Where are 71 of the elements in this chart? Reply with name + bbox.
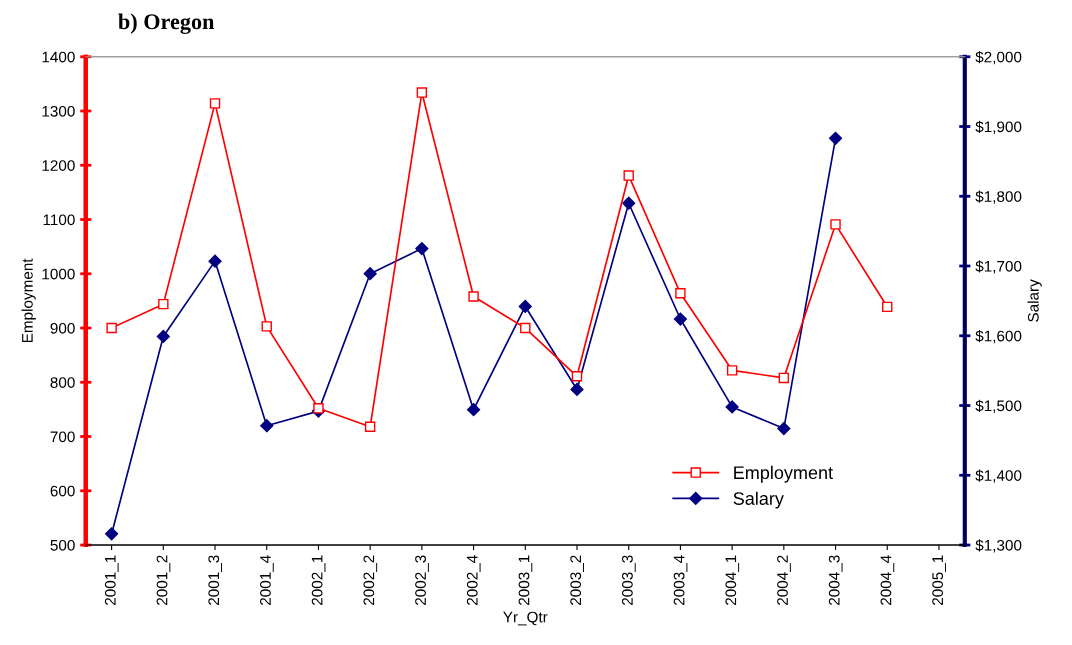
legend-label: Salary — [733, 491, 784, 509]
point — [260, 419, 274, 433]
y2-tick-label: $1,900 — [975, 120, 1022, 134]
point — [623, 170, 634, 181]
x-tick-label: 2004_3 — [828, 555, 843, 605]
y2-tick-label: $1,600 — [975, 329, 1022, 344]
point — [518, 299, 532, 314]
x-tick-label: 2003_3 — [621, 555, 636, 605]
point — [158, 298, 169, 310]
point — [363, 267, 377, 281]
point — [209, 98, 221, 109]
point — [106, 322, 117, 334]
point — [725, 400, 739, 414]
y-tick-label: 1300 — [42, 105, 75, 117]
x-tick-label: 2003_4 — [673, 555, 688, 605]
point — [726, 365, 738, 376]
point — [830, 219, 841, 230]
point — [156, 329, 170, 344]
y-tick-label: 1400 — [42, 51, 75, 63]
point — [466, 403, 481, 417]
y-tick-label: 500 — [50, 539, 75, 551]
point — [261, 321, 272, 332]
point — [313, 403, 324, 414]
x-tick-label: 2001_3 — [208, 555, 223, 605]
point — [673, 312, 687, 326]
point — [571, 371, 583, 382]
x-tick-label: 2004_4 — [880, 555, 895, 605]
point — [520, 322, 531, 334]
y-tick-label: 600 — [50, 485, 75, 497]
y2-tick-label: $1,300 — [975, 539, 1022, 553]
point — [105, 527, 119, 541]
point — [416, 87, 428, 98]
x-tick-label: 2003_2 — [570, 555, 584, 605]
x-tick-label: 2004_1 — [725, 555, 740, 605]
x-tick-label: 2002_1 — [311, 555, 326, 605]
point — [622, 196, 636, 210]
y-tick-label: 900 — [50, 322, 75, 334]
x-tick-label: 2001_2 — [156, 555, 171, 605]
chart-title: b) Oregon — [118, 13, 215, 34]
point — [468, 291, 479, 302]
point — [208, 254, 222, 268]
point — [675, 288, 686, 299]
point — [828, 131, 843, 145]
y2-tick-label: $2,000 — [975, 50, 1022, 65]
y2-tick-label: $1,500 — [975, 399, 1022, 414]
x-tick-label: 2005_1 — [932, 555, 946, 605]
y-tick-label: 1200 — [42, 160, 75, 171]
x-tick-label: 2002_2 — [363, 555, 378, 605]
point — [570, 382, 584, 397]
x-tick-label: 2001_4 — [260, 555, 274, 605]
x-tick-label: 2004_2 — [777, 555, 791, 605]
point — [882, 301, 893, 313]
y-axis-title: Employment — [21, 258, 36, 343]
x-tick-label: 2003_1 — [518, 555, 533, 605]
y-tick-label: 800 — [50, 377, 75, 388]
point — [777, 421, 791, 436]
x-axis-title: Yr_Qtr — [503, 611, 548, 626]
y2-tick-label: $1,400 — [975, 469, 1022, 483]
x-tick-label: 2002_4 — [466, 555, 481, 605]
legend-label: Employment — [734, 465, 833, 483]
y-tick-label: 1100 — [43, 214, 75, 226]
point — [778, 372, 790, 384]
point — [415, 241, 429, 256]
y2-tick-label: $1,800 — [975, 190, 1022, 204]
x-tick-label: 2002_3 — [415, 555, 429, 605]
y-tick-label: 700 — [50, 431, 75, 443]
y2-axis-title: Salary — [1027, 279, 1042, 322]
y-tick-label: 1000 — [42, 268, 75, 280]
y2-tick-label: $1,700 — [975, 260, 1022, 274]
x-tick-label: 2001_1 — [104, 555, 119, 605]
point — [364, 421, 376, 432]
